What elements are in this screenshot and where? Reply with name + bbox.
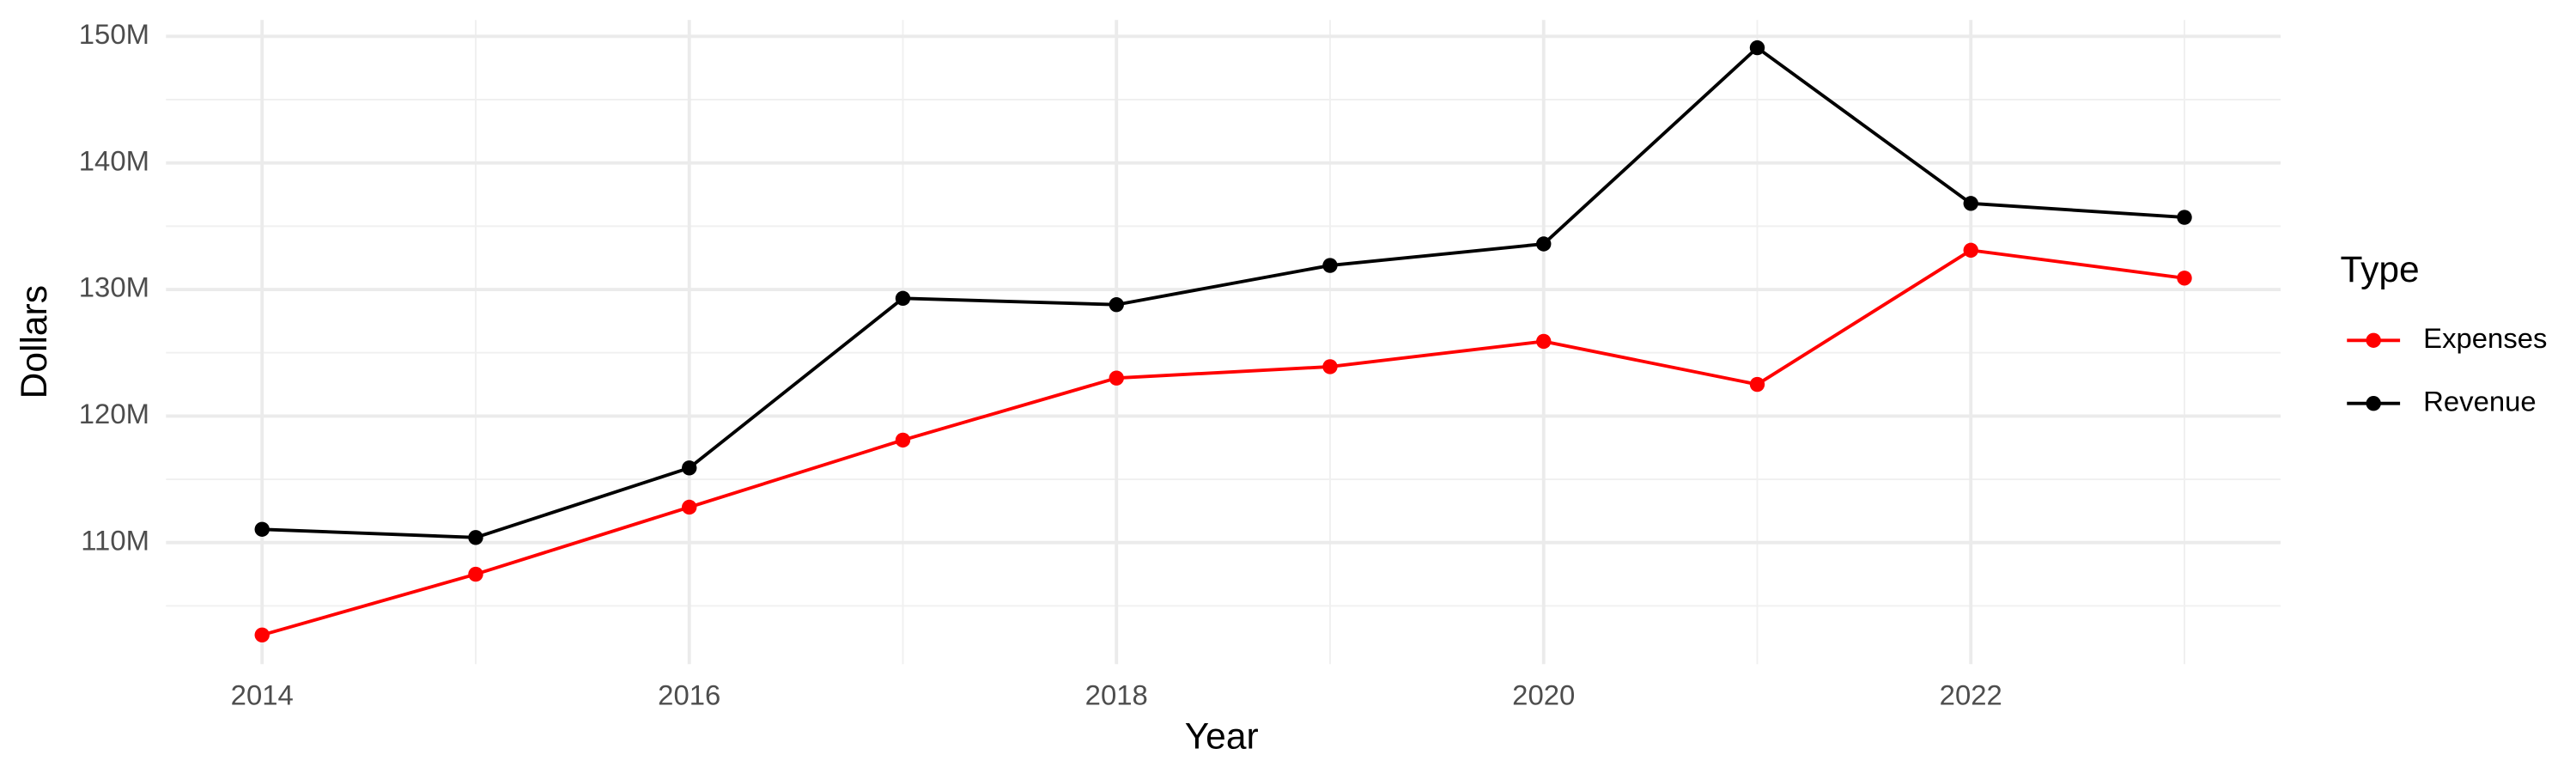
series-line — [261, 248, 2185, 637]
grid — [166, 20, 2281, 665]
x-tick-label: 2020 — [1512, 679, 1575, 711]
y-tick-label: 110M — [81, 524, 149, 556]
y-tick-label: 130M — [79, 271, 149, 303]
legend-marker — [2366, 332, 2381, 348]
legend-label: Expenses — [2423, 322, 2547, 354]
series-line — [262, 46, 2185, 539]
y-tick-label: 140M — [79, 144, 149, 176]
x-axis-title: Year — [1185, 716, 1259, 757]
y-axis-title: Dollars — [15, 285, 55, 399]
data-point — [2177, 210, 2192, 225]
data-point — [254, 627, 270, 643]
legend-title: Type — [2341, 250, 2420, 290]
data-point — [1749, 376, 1765, 393]
legend-marker — [2366, 396, 2381, 411]
data-point — [1963, 242, 1978, 259]
data-point — [2177, 271, 2192, 286]
data-point — [254, 521, 270, 537]
x-tick-label: 2018 — [1085, 679, 1148, 711]
data-point — [682, 460, 697, 476]
data-point — [1322, 258, 1338, 273]
y-tick-label: 150M — [79, 18, 149, 50]
data-point — [1749, 40, 1765, 56]
data-point — [468, 530, 483, 545]
data-point — [1536, 333, 1552, 350]
data-point — [895, 432, 911, 448]
data-point — [1963, 196, 1978, 211]
x-tick-label: 2016 — [658, 679, 720, 711]
x-tick-label: 2014 — [231, 679, 294, 711]
legend-label: Revenue — [2423, 385, 2537, 417]
y-tick-label: 120M — [79, 398, 149, 429]
data-point — [1536, 236, 1552, 252]
data-point — [1322, 359, 1338, 374]
x-tick-label: 2022 — [1940, 679, 2002, 711]
data-point — [682, 499, 697, 515]
data-point — [1109, 297, 1124, 313]
data-point — [468, 566, 483, 582]
data-point — [1109, 370, 1124, 386]
data-point — [895, 290, 911, 307]
